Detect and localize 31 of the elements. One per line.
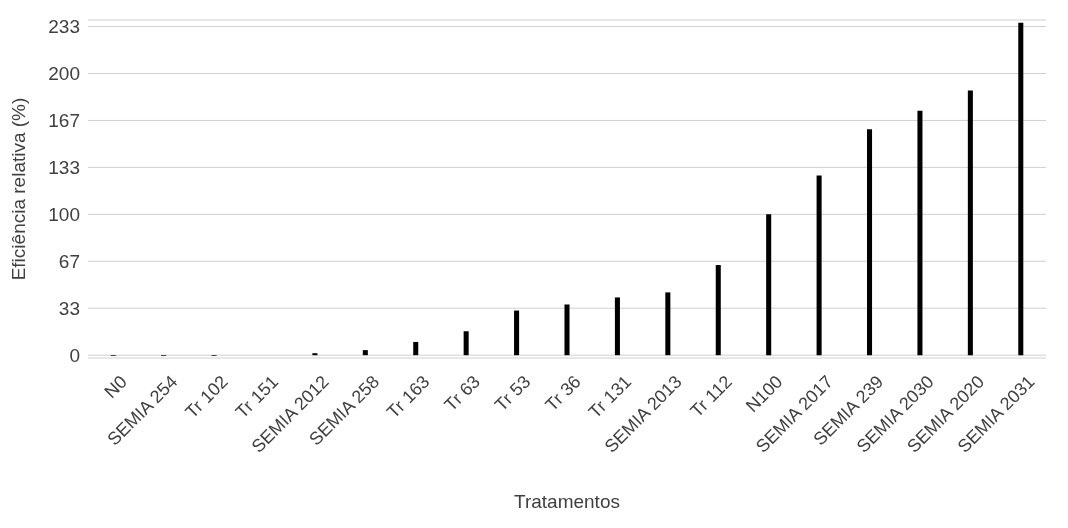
bar [766, 214, 772, 356]
bar [715, 265, 721, 356]
bar [514, 310, 520, 356]
y-tick-label: 67 [58, 251, 80, 273]
x-tick-label: Tr 112 [686, 371, 736, 422]
x-tick-label: Tr 102 [181, 371, 232, 423]
y-tick-label: 133 [48, 157, 80, 179]
y-tick-label: 233 [48, 16, 80, 38]
y-tick-label: 33 [58, 297, 80, 319]
x-tick-label: Tr 63 [440, 371, 484, 415]
x-tick-label: N0 [100, 371, 131, 403]
y-tick-label: 100 [48, 204, 80, 226]
x-tick-label: Tr 53 [490, 371, 535, 415]
bar [362, 350, 368, 356]
bar [917, 110, 923, 356]
bar [463, 331, 469, 356]
bar [564, 304, 570, 356]
x-tick-label: Tr 36 [541, 371, 585, 415]
y-tick-label: 200 [48, 63, 80, 85]
bar [1018, 22, 1024, 356]
bar [867, 129, 873, 356]
bar [665, 292, 671, 356]
y-axis-title: Eficiência relativa (%) [7, 97, 29, 281]
x-axis-title: Tratamentos [514, 491, 620, 512]
bar [614, 297, 620, 356]
y-tick-label: 0 [69, 344, 80, 366]
y-tick-label: 167 [48, 110, 80, 132]
bar [413, 341, 419, 356]
bar [816, 175, 822, 356]
bar [967, 90, 973, 356]
x-tick-label: Tr 163 [383, 371, 434, 423]
